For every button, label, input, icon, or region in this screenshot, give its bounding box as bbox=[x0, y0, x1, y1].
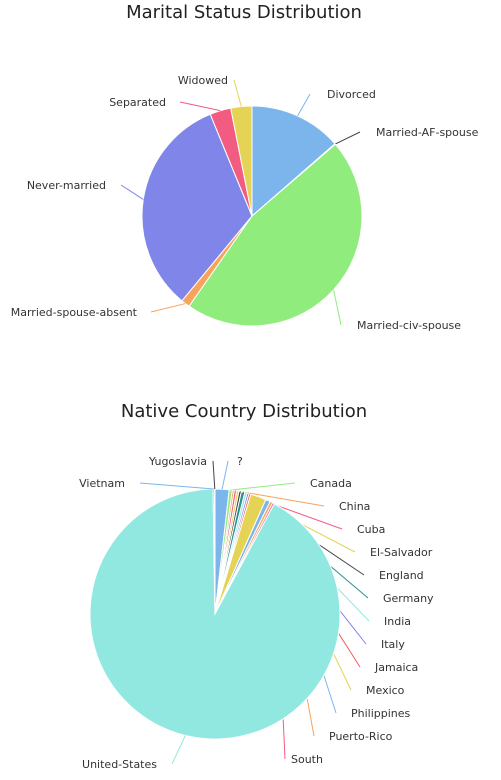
slice-label: Widowed bbox=[178, 74, 228, 87]
label-connector bbox=[172, 735, 185, 764]
label-connector bbox=[222, 461, 228, 489]
label-connector bbox=[151, 304, 185, 312]
marital-chart-title: Marital Status Distribution bbox=[126, 2, 362, 23]
slice-label: South bbox=[291, 753, 323, 766]
slice-label: ? bbox=[237, 455, 243, 468]
slice-label: El-Salvador bbox=[370, 546, 433, 559]
label-connector bbox=[298, 94, 310, 116]
slice-label: Canada bbox=[310, 477, 352, 490]
slice-label: Married-civ-spouse bbox=[357, 319, 461, 332]
slice-label: Italy bbox=[381, 638, 405, 651]
slice-label: Jamaica bbox=[374, 661, 418, 674]
slice-label: Married-AF-spouse bbox=[376, 126, 479, 139]
slice-label: Mexico bbox=[366, 684, 405, 697]
slice-label: Germany bbox=[383, 592, 434, 605]
label-connector bbox=[121, 185, 143, 199]
slice-label: Puerto-Rico bbox=[329, 730, 393, 743]
slice-label: China bbox=[339, 500, 370, 513]
slice-label: Cuba bbox=[357, 523, 385, 536]
label-connector bbox=[180, 102, 220, 111]
native-country-pie: ? Canada China Cuba El-Salvador England German… bbox=[79, 455, 434, 771]
marital-status-pie: Divorced Married-AF-spouse Married-civ-spo… bbox=[11, 74, 479, 332]
label-connector bbox=[213, 461, 215, 489]
label-connector bbox=[234, 80, 241, 107]
slice-label: India bbox=[384, 615, 411, 628]
slice-label: England bbox=[379, 569, 424, 582]
slice-label: United-States bbox=[82, 758, 157, 771]
slice-label: Yugoslavia bbox=[148, 455, 207, 468]
slice-label: Separated bbox=[109, 96, 166, 109]
label-connector bbox=[335, 132, 360, 144]
slice-label: Divorced bbox=[327, 88, 376, 101]
label-connector bbox=[334, 290, 341, 325]
slice-label: Never-married bbox=[27, 179, 106, 192]
label-connector bbox=[140, 483, 214, 489]
slice-label: Philippines bbox=[351, 707, 411, 720]
slice-label: Married-spouse-absent bbox=[11, 306, 138, 319]
slice-label: Vietnam bbox=[79, 477, 125, 490]
country-chart-title: Native Country Distribution bbox=[121, 401, 367, 422]
label-connector bbox=[231, 483, 295, 490]
